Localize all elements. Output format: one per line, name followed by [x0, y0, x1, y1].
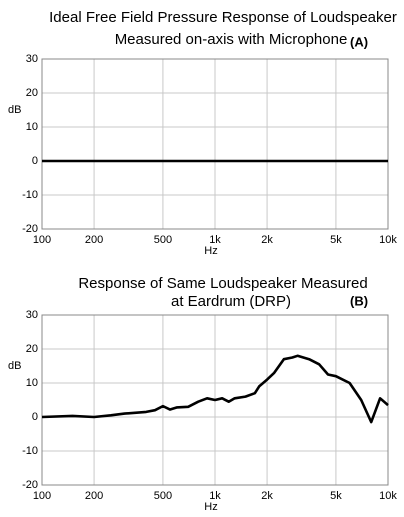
y-tick-label: 10 — [26, 377, 38, 389]
x-tick-label: 5k — [330, 490, 342, 502]
x-tick-label: 100 — [33, 234, 51, 246]
plot-frame — [41, 314, 389, 486]
y-tick-label: 30 — [26, 309, 38, 321]
y-tick-label: -20 — [22, 223, 38, 235]
y-tick-label: 0 — [32, 411, 38, 423]
x-axis-label: Hz — [204, 501, 217, 513]
annotation: (B) — [350, 293, 368, 308]
x-tick-label: 2k — [261, 490, 273, 502]
x-tick-label: 200 — [85, 234, 103, 246]
x-tick-label: 1k — [209, 234, 221, 246]
chart-title: at Eardrum (DRP) — [171, 293, 291, 310]
plot-frame — [41, 58, 389, 230]
x-tick-label: 2k — [261, 234, 273, 246]
annotation: (A) — [350, 34, 368, 49]
x-tick-label: 5k — [330, 234, 342, 246]
y-tick-label: 0 — [32, 155, 38, 167]
chart-title: Measured on-axis with Microphone — [115, 31, 348, 48]
x-tick-label: 200 — [85, 490, 103, 502]
x-tick-label: 100 — [33, 490, 51, 502]
y-tick-label: -20 — [22, 479, 38, 491]
x-tick-label: 10k — [379, 490, 397, 502]
data-line — [41, 354, 389, 424]
y-tick-label: -10 — [22, 189, 38, 201]
y-axis-label: dB — [8, 104, 21, 116]
y-tick-label: 10 — [26, 121, 38, 133]
x-tick-label: 10k — [379, 234, 397, 246]
y-axis-label: dB — [8, 360, 21, 372]
x-axis-label: Hz — [204, 245, 217, 257]
y-tick-label: -10 — [22, 445, 38, 457]
chart-title: Ideal Free Field Pressure Response of Lo… — [49, 9, 397, 26]
x-tick-label: 500 — [154, 234, 172, 246]
y-tick-label: 20 — [26, 87, 38, 99]
y-tick-label: 20 — [26, 343, 38, 355]
x-tick-label: 1k — [209, 490, 221, 502]
chart-title: Response of Same Loudspeaker Measured — [78, 275, 367, 292]
y-tick-label: 30 — [26, 53, 38, 65]
x-tick-label: 500 — [154, 490, 172, 502]
